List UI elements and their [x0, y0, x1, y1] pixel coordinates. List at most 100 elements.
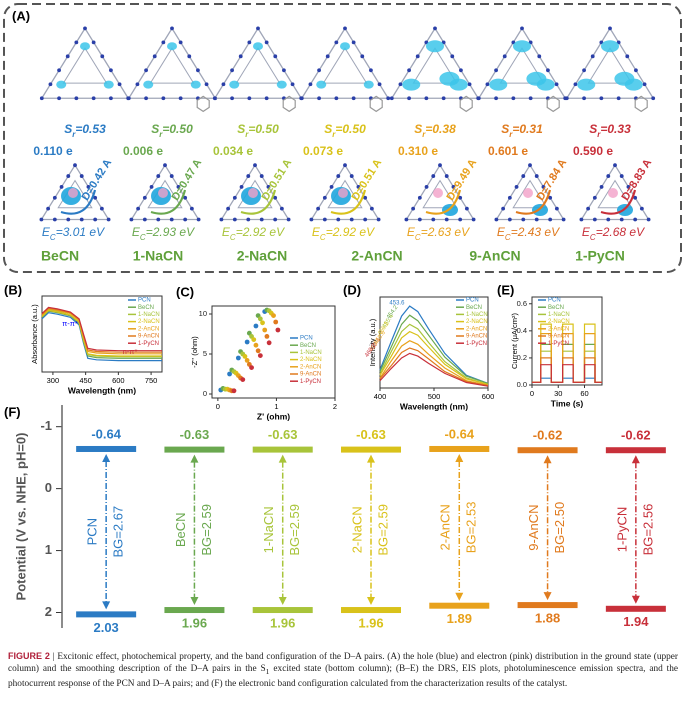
compound-name: BeCN: [41, 248, 79, 264]
atom: [404, 217, 409, 222]
legend-label: 1-PyCN: [466, 341, 487, 347]
compound-name: 2-AnCN: [351, 248, 402, 264]
label-part: S: [151, 122, 159, 136]
atom: [290, 82, 295, 87]
band-gap-label: BG=2.53: [464, 501, 479, 553]
atom: [109, 96, 113, 101]
label-part: =0.50: [335, 122, 366, 136]
atom: [349, 217, 354, 222]
series-line: [532, 343, 602, 383]
valence-band: [76, 611, 137, 618]
point: [257, 353, 263, 358]
x-tick-label: 750: [145, 376, 158, 385]
atom: [363, 217, 368, 222]
sub-label: Sr=0.53: [64, 122, 106, 138]
atom: [613, 163, 617, 168]
atom: [606, 174, 611, 178]
atom: [325, 54, 330, 59]
y-tick-label: 0: [203, 389, 207, 398]
atom: [259, 217, 264, 222]
atom: [253, 163, 257, 168]
series-line: [41, 306, 162, 352]
label-part: E: [582, 225, 591, 239]
label-part: =2.43 eV: [511, 225, 560, 239]
atom: [417, 217, 422, 222]
label-part: =0.50: [248, 122, 279, 136]
label-part: S: [501, 122, 509, 136]
label-part: E: [312, 225, 321, 239]
series-line: [532, 364, 602, 383]
donor: [369, 95, 383, 113]
electron-count: 0.310 e: [398, 144, 438, 158]
label-part: C: [140, 233, 146, 242]
atom: [144, 68, 148, 73]
label-part: C: [230, 233, 236, 242]
atom: [152, 54, 157, 59]
caption-text: excited state (bottom column); (B–E) the…: [8, 664, 679, 689]
atom: [83, 26, 87, 31]
point: [257, 316, 263, 322]
transfer-arrow: [60, 189, 97, 215]
orbital: [253, 42, 263, 51]
atom: [386, 96, 391, 101]
y-tick-label: 0.0: [517, 380, 527, 389]
atom: [501, 206, 506, 211]
y-tick-label: 0: [45, 480, 52, 495]
atom: [521, 174, 526, 178]
caption: FIGURE 2 | Excitonic effect, photochemic…: [8, 650, 678, 690]
sub-label: EC=2.92 eV: [312, 225, 375, 241]
label-part: =0.38: [425, 122, 456, 136]
label-part: E: [132, 225, 141, 239]
series-line: [532, 357, 602, 383]
x-axis-label: Wavelength (nm): [400, 401, 468, 411]
atom: [279, 206, 284, 211]
chart: (B) 300 450 600 750 Wavelength (nm) Absorbance…: [4, 282, 163, 395]
point: [262, 327, 268, 333]
legend-label: 2-AnCN: [548, 326, 569, 332]
atom: [52, 195, 57, 200]
x-axis-label: Z' (ohm): [257, 411, 290, 421]
y-tick-label: 0.4: [517, 326, 527, 335]
category-label: 1-NaCN: [261, 506, 276, 553]
sub-label: EC=2.93 eV: [132, 225, 195, 241]
atom: [189, 206, 194, 211]
atom: [149, 185, 154, 189]
atom: [619, 217, 624, 222]
category-label: 9-AnCN: [526, 505, 541, 551]
atom: [451, 185, 456, 189]
arrow-head: [367, 454, 375, 463]
atom: [100, 54, 105, 59]
atom: [599, 96, 604, 101]
atom: [363, 195, 368, 200]
electron-count: 0.110 e: [33, 144, 73, 158]
point: [253, 323, 259, 329]
molecule-frame: [127, 27, 217, 99]
cb-label: -0.64: [91, 426, 121, 441]
label-part: E: [42, 225, 51, 239]
label-part: E: [407, 225, 416, 239]
point: [235, 355, 241, 361]
electron-count: 0.601 e: [488, 144, 528, 158]
band-gap-label: BG=2.59: [287, 504, 302, 556]
category-label: 2-AnCN: [438, 504, 453, 550]
atom: [467, 82, 472, 87]
orbital: [167, 42, 177, 51]
series-line: [532, 377, 602, 383]
atom: [264, 96, 269, 101]
legend-label: 2-AnCN: [466, 326, 487, 332]
atom: [471, 217, 476, 222]
valence-band: [429, 602, 490, 609]
atom: [176, 185, 181, 189]
atom: [183, 217, 188, 222]
panel-label: (F): [4, 404, 21, 419]
atom: [246, 174, 251, 178]
atom: [79, 217, 84, 222]
band-gap-label: BG=2.50: [552, 502, 567, 554]
atom: [221, 82, 226, 87]
electron-count: 0.034 e: [213, 144, 253, 158]
atom: [626, 185, 631, 189]
atom: [502, 54, 507, 59]
x-tick-label: 60: [580, 389, 588, 398]
atom: [334, 96, 339, 101]
label-part: S: [324, 122, 332, 136]
